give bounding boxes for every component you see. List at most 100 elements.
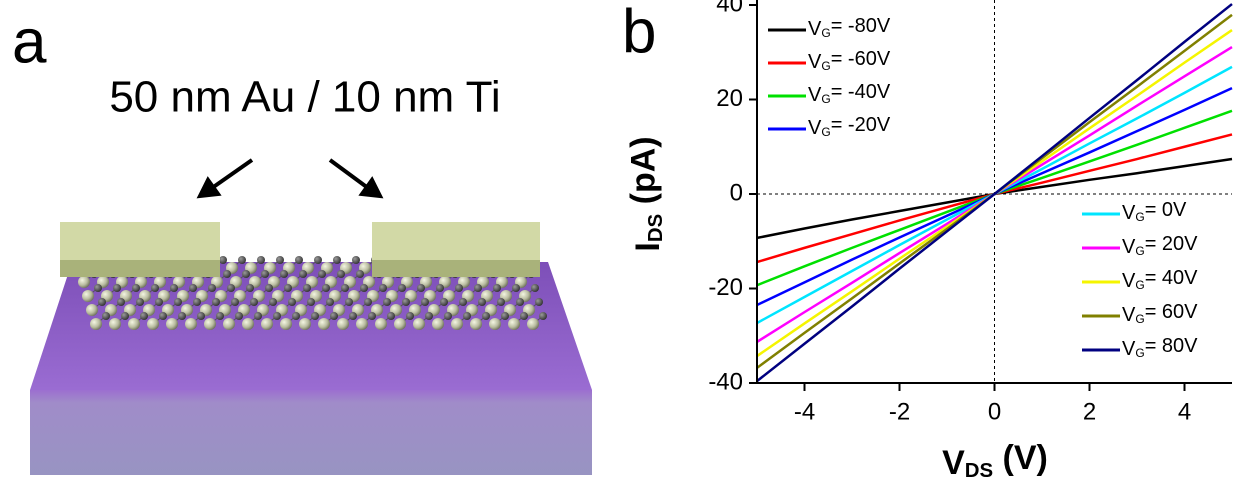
substrate-front [30,390,592,475]
atom [147,318,159,330]
atom [314,256,322,264]
atom [383,298,391,306]
atom [178,312,186,320]
atom [413,318,425,330]
atom [512,284,520,292]
atom [307,298,315,306]
atom [216,312,224,320]
legend-label: VG= 80V [1122,335,1198,360]
atom [238,256,246,264]
atom [497,298,505,306]
atom [489,318,501,330]
atom [531,284,539,292]
y-tick-label: 40 [716,0,743,17]
atom [170,284,178,292]
figure: a 50 nm Au / 10 nm Ti b -40-2002040-4-20… [0,0,1237,494]
atom [417,284,425,292]
atom [189,284,197,292]
atom [98,298,106,306]
atom [455,284,463,292]
atom [349,312,357,320]
x-tick-label: 4 [1178,398,1191,425]
atom [337,270,345,278]
atom [280,318,292,330]
atom [421,298,429,306]
atom [425,312,433,320]
legend-label: VG= 40V [1122,267,1198,292]
atom [132,284,140,292]
atom [333,256,341,264]
atom [90,318,102,330]
atom [493,284,501,292]
atom [250,298,258,306]
atom [254,312,262,320]
legend-label: VG= 20V [1122,233,1198,258]
atom [257,256,265,264]
x-tick-label: 2 [1083,398,1096,425]
atom [432,318,444,330]
atom [406,312,414,320]
atom [356,270,364,278]
legend-label: VG= 60V [1122,301,1198,326]
atom [265,284,273,292]
atom [508,318,520,330]
atom [436,284,444,292]
atom [166,318,178,330]
atom [463,312,471,320]
atom [193,298,201,306]
atom [276,256,284,264]
atom [273,312,281,320]
atom [128,318,140,330]
atom [535,298,543,306]
atom [292,312,300,320]
atom [318,270,326,278]
atom [337,318,349,330]
atom [451,318,463,330]
device-illustration: a 50 nm Au / 10 nm Ti [12,7,592,475]
atom [155,298,163,306]
y-axis-label: IDS (pA) [624,136,667,251]
caption: 50 nm Au / 10 nm Ti [109,73,500,122]
atom [280,270,288,278]
atom [227,284,235,292]
atom [516,298,524,306]
atom [151,284,159,292]
atom [402,298,410,306]
atom [242,270,250,278]
atom [140,312,148,320]
legend-label: VG= -80V [808,15,891,40]
atom [212,298,220,306]
panel-label: b [622,0,656,66]
atom [360,284,368,292]
atom [208,284,216,292]
atom [318,318,330,330]
atom [330,312,338,320]
atom [356,318,368,330]
atom [387,312,395,320]
atom [223,270,231,278]
panel-label: a [12,7,47,76]
x-axis-label: VDS (V) [942,439,1048,482]
atom [478,298,486,306]
atom [109,318,121,330]
atom [303,284,311,292]
atom [345,298,353,306]
atom [470,318,482,330]
atom [474,284,482,292]
atom [235,312,243,320]
atom [136,298,144,306]
atom [444,312,452,320]
atom [482,312,490,320]
atom [231,298,239,306]
atom [394,318,406,330]
atom [246,284,254,292]
atom [520,312,528,320]
atom [341,284,349,292]
atom [326,298,334,306]
atom [223,318,235,330]
atom [174,298,182,306]
x-tick-label: 0 [988,398,1001,425]
atom [299,318,311,330]
atom [197,312,205,320]
y-tick-label: 20 [716,85,743,112]
